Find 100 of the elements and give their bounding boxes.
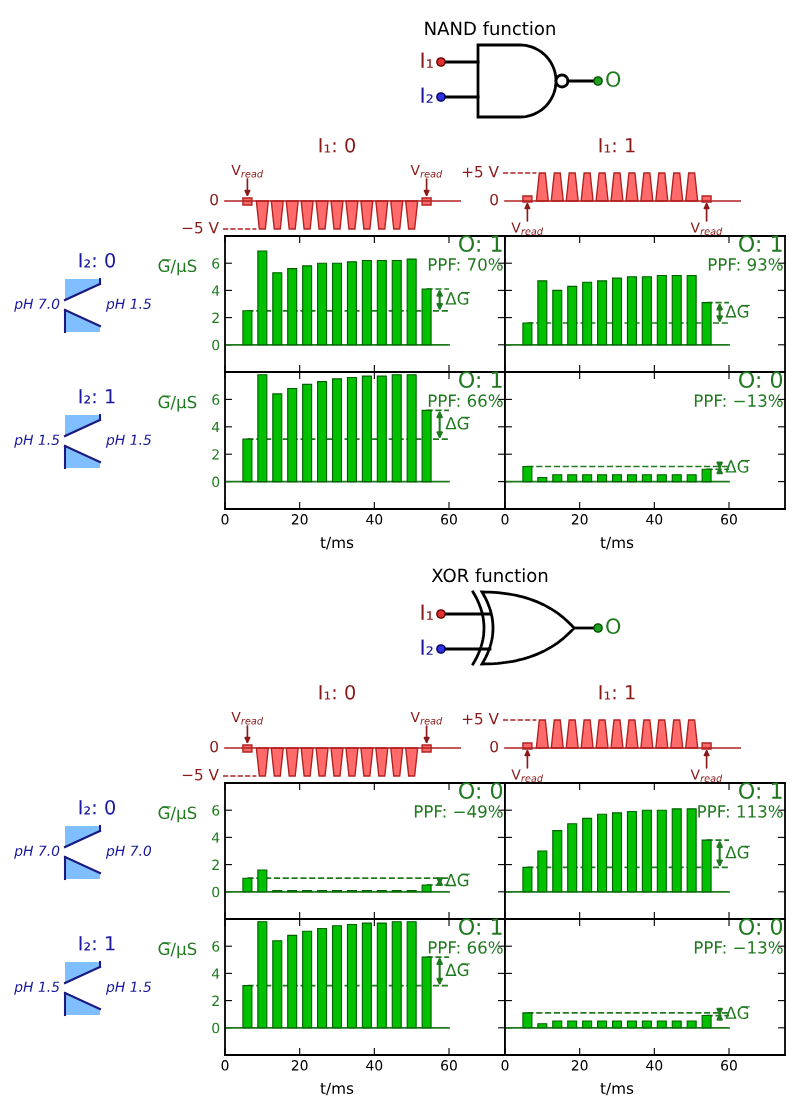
text: −5 V — [182, 222, 219, 234]
y-tick-label: 0 — [212, 476, 220, 488]
bar — [376, 375, 387, 483]
x-tick-label: 60 — [721, 1060, 737, 1071]
bar — [671, 1020, 682, 1029]
bar — [552, 830, 563, 893]
x-tick-label: 60 — [441, 1060, 457, 1071]
bar — [331, 378, 343, 483]
text: V$_{read}$ — [690, 222, 723, 235]
bar — [597, 280, 608, 346]
x-tick-label: 20 — [571, 1060, 588, 1071]
bar — [257, 869, 268, 893]
text: V$_{read}$ — [410, 711, 443, 725]
bar — [641, 809, 652, 893]
y-tick-label: 6 — [212, 805, 220, 816]
bar — [391, 374, 402, 483]
text: O — [606, 618, 621, 635]
bar — [421, 409, 432, 483]
annotation: ΔG̅ — [725, 459, 750, 473]
bar — [376, 922, 387, 1029]
bar — [272, 272, 283, 346]
bar — [671, 274, 682, 346]
x-tick-label: 20 — [291, 1060, 308, 1071]
y-tick-label: 0 — [212, 1022, 220, 1034]
bar — [552, 289, 563, 346]
annotation: PPF: −13% — [694, 394, 783, 407]
x-axis-title: t/ms — [320, 1082, 354, 1096]
text: V$_{read}$ — [511, 222, 544, 235]
bar — [317, 262, 328, 346]
bar — [361, 259, 372, 346]
bar — [522, 465, 533, 483]
x-axis-title: t/ms — [600, 1082, 634, 1096]
bar — [656, 274, 667, 346]
bar — [537, 280, 548, 346]
annotation: ΔG̅ — [445, 416, 470, 430]
bar — [567, 474, 578, 483]
bar — [611, 474, 623, 483]
bar — [537, 1023, 548, 1029]
bar — [257, 921, 268, 1029]
x-tick-label: 40 — [646, 1060, 663, 1071]
bar — [361, 922, 372, 1029]
annotation: O: 1 — [459, 371, 502, 389]
bar — [302, 383, 313, 483]
bar — [331, 925, 343, 1029]
text: pH 7.0 — [14, 845, 60, 859]
text: pH 1.5 — [105, 981, 151, 995]
bar — [701, 1015, 712, 1029]
chart-subtitle: I₁: 0 — [319, 137, 356, 153]
bar — [552, 474, 563, 483]
text: V$_{read}$ — [690, 769, 723, 782]
y-tick-label: 6 — [212, 394, 220, 405]
annotation: PPF: 66% — [428, 394, 503, 407]
x-tick-label: 40 — [646, 514, 663, 525]
x-tick-label: 60 — [441, 514, 457, 525]
bar — [641, 1020, 652, 1029]
text: I₂: 0 — [79, 252, 116, 268]
bar — [287, 268, 298, 346]
annotation: O: 1 — [459, 918, 502, 935]
annotation: PPF: −13% — [694, 941, 783, 954]
bar — [242, 877, 253, 893]
y-tick-label: 4 — [211, 968, 220, 979]
annotation: ΔG̅ — [445, 873, 470, 887]
y-tick-label: 2 — [212, 859, 219, 870]
bar — [582, 281, 593, 346]
text: I₂ — [421, 639, 433, 655]
y-tick-label: 2 — [212, 312, 219, 323]
bar — [582, 1020, 593, 1029]
bar — [391, 259, 402, 346]
bar — [686, 474, 697, 483]
bar — [597, 1020, 608, 1029]
bar — [626, 474, 637, 483]
text: −5 V — [182, 769, 219, 781]
y-tick-label: 2 — [212, 449, 219, 460]
bar — [656, 809, 667, 893]
bar — [597, 813, 608, 893]
bar — [626, 276, 637, 346]
bar — [686, 808, 697, 893]
bar — [421, 288, 432, 346]
y-axis-title: G̅/μS — [158, 259, 197, 276]
bar — [611, 277, 623, 346]
bar — [701, 468, 712, 483]
bar — [317, 381, 328, 483]
bar — [686, 274, 697, 346]
text: I₂: 1 — [79, 936, 115, 951]
bar — [346, 376, 357, 483]
annotation: O: 0 — [739, 918, 783, 935]
bar — [242, 438, 253, 483]
bar — [346, 261, 357, 346]
bar — [406, 374, 417, 483]
bar — [626, 811, 637, 893]
bar — [331, 262, 343, 346]
y-axis-title: G̅/μS — [158, 806, 197, 823]
bar — [701, 839, 712, 893]
chart-title: XOR function — [431, 568, 548, 583]
bar — [406, 258, 417, 346]
bar — [287, 934, 298, 1029]
bar — [567, 823, 578, 893]
text: pH 1.5 — [14, 434, 60, 448]
text: V$_{read}$ — [410, 164, 443, 178]
bar — [537, 850, 548, 893]
